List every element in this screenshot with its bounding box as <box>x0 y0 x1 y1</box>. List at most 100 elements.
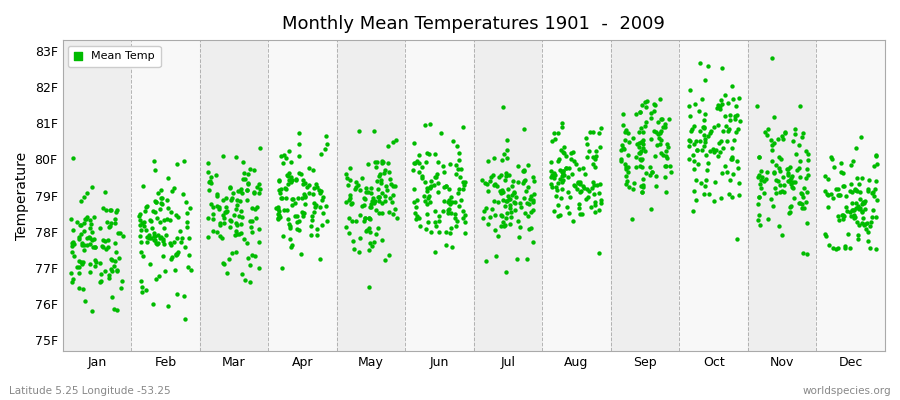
Point <box>374 158 389 164</box>
Point <box>342 197 356 204</box>
Point <box>818 231 832 238</box>
Point <box>659 153 673 159</box>
Point <box>96 244 111 250</box>
Point <box>851 206 866 212</box>
Point <box>139 204 153 210</box>
Point <box>413 222 428 229</box>
Point <box>494 190 508 196</box>
Point <box>562 165 576 171</box>
Point <box>706 146 720 152</box>
Point <box>229 227 243 234</box>
Point <box>282 216 296 222</box>
Point <box>792 158 806 164</box>
Point <box>513 200 527 206</box>
Point <box>780 166 795 172</box>
Point <box>201 215 215 221</box>
Point <box>348 179 363 185</box>
Point <box>660 155 674 161</box>
Point <box>443 200 457 207</box>
Point <box>828 245 842 252</box>
Point <box>831 192 845 199</box>
Point <box>113 285 128 291</box>
Point <box>579 135 593 141</box>
Point <box>274 153 288 160</box>
Point <box>295 210 310 216</box>
Point <box>250 184 265 190</box>
Point <box>853 205 868 211</box>
Point <box>410 158 424 164</box>
Point <box>148 209 162 216</box>
Point <box>201 169 215 175</box>
Point <box>697 191 711 197</box>
Point <box>591 207 606 214</box>
Point <box>161 175 176 181</box>
Point <box>572 201 587 208</box>
Point <box>357 218 372 224</box>
Point <box>638 119 652 125</box>
Point <box>74 222 88 228</box>
Point <box>718 113 733 119</box>
Point <box>380 187 394 194</box>
Point <box>616 111 630 118</box>
Point <box>495 187 509 194</box>
Point <box>152 272 166 279</box>
Point <box>697 124 711 131</box>
Point <box>226 190 240 196</box>
Point <box>428 150 442 157</box>
Point <box>71 285 86 292</box>
Point <box>662 116 676 122</box>
Point <box>421 192 436 199</box>
Point <box>843 187 858 194</box>
Point <box>183 205 197 211</box>
Point <box>698 138 713 145</box>
Point <box>751 174 765 180</box>
Point <box>723 177 737 183</box>
Point <box>758 128 772 135</box>
Point <box>632 150 646 156</box>
Point <box>107 262 122 269</box>
Point <box>381 160 395 166</box>
Point <box>483 214 498 220</box>
Point <box>407 199 421 205</box>
Point <box>284 244 298 250</box>
Point <box>730 165 744 172</box>
Point <box>115 233 130 239</box>
Point <box>699 152 714 158</box>
Point <box>361 189 375 196</box>
Point <box>297 193 311 199</box>
Point <box>685 208 699 214</box>
Point <box>781 166 796 172</box>
Point <box>564 156 579 162</box>
Point <box>824 154 838 160</box>
Point <box>521 226 535 232</box>
Point <box>65 240 79 246</box>
Point <box>638 123 652 129</box>
Point <box>863 245 878 251</box>
Point <box>304 213 319 219</box>
Point <box>241 255 256 261</box>
Point <box>562 174 576 180</box>
Point <box>290 226 304 232</box>
Point <box>629 154 643 160</box>
Point <box>637 98 652 105</box>
Bar <box>200 40 268 351</box>
Point <box>831 186 845 192</box>
Point <box>634 139 648 145</box>
Point <box>279 195 293 202</box>
Point <box>293 251 308 258</box>
Point <box>390 215 404 221</box>
Point <box>494 211 508 218</box>
Point <box>715 101 729 107</box>
Point <box>343 192 357 198</box>
Point <box>644 110 658 116</box>
Point <box>495 213 509 220</box>
Point <box>616 145 630 152</box>
Point <box>382 176 397 182</box>
Point <box>857 222 871 228</box>
Point <box>792 200 806 206</box>
Point <box>284 174 298 180</box>
Point <box>238 176 252 182</box>
Point <box>689 146 704 153</box>
Point <box>318 146 332 152</box>
Point <box>689 138 704 144</box>
